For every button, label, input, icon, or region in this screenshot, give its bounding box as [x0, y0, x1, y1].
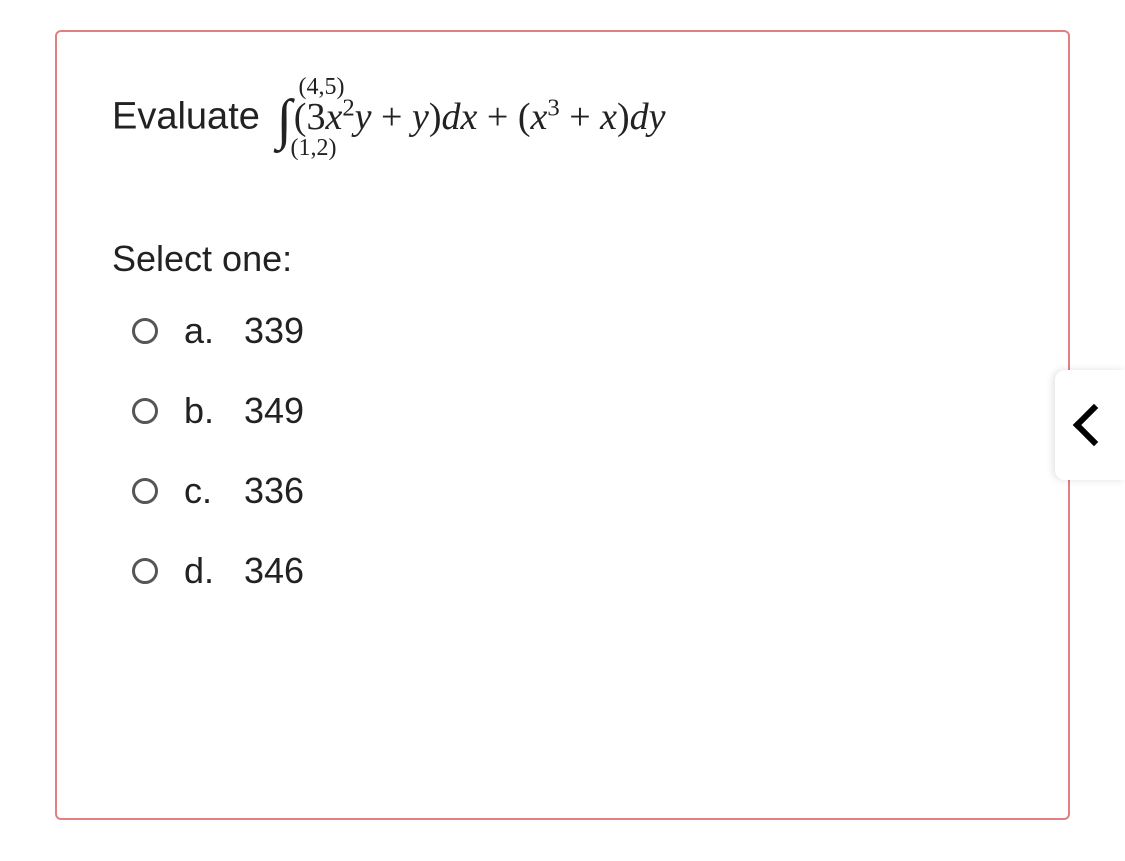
option-letter: d.	[184, 550, 244, 592]
option-a-radio[interactable]	[132, 318, 158, 344]
option-letter: c.	[184, 470, 244, 512]
option-letter: a.	[184, 310, 244, 352]
option-c[interactable]: c. 336	[132, 470, 1013, 512]
option-value: 336	[244, 470, 304, 512]
question-lead: Evaluate	[112, 96, 270, 138]
option-b-radio[interactable]	[132, 398, 158, 424]
option-d[interactable]: d. 346	[132, 550, 1013, 592]
option-b[interactable]: b. 349	[132, 390, 1013, 432]
integral-symbol: ∫(4,5)(1,2)	[276, 92, 291, 148]
option-d-radio[interactable]	[132, 558, 158, 584]
integral-upper: (4,5)	[298, 74, 344, 101]
option-value: 339	[244, 310, 304, 352]
chevron-left-icon[interactable]	[1055, 370, 1125, 480]
option-a[interactable]: a. 339	[132, 310, 1013, 352]
option-letter: b.	[184, 390, 244, 432]
options-group: a. 339 b. 349 c. 336 d. 346	[112, 310, 1013, 592]
option-c-radio[interactable]	[132, 478, 158, 504]
question-card: Evaluate ∫(4,5)(1,2)(3x2y + y)dx + (x3 +…	[55, 30, 1070, 820]
question-math: ∫(4,5)(1,2)(3x2y + y)dx + (x3 + x)dy	[270, 96, 665, 138]
option-value: 346	[244, 550, 304, 592]
integral-lower: (1,2)	[290, 135, 336, 162]
select-one-label: Select one:	[112, 238, 1013, 280]
question-stem: Evaluate ∫(4,5)(1,2)(3x2y + y)dx + (x3 +…	[112, 92, 1013, 148]
option-value: 349	[244, 390, 304, 432]
